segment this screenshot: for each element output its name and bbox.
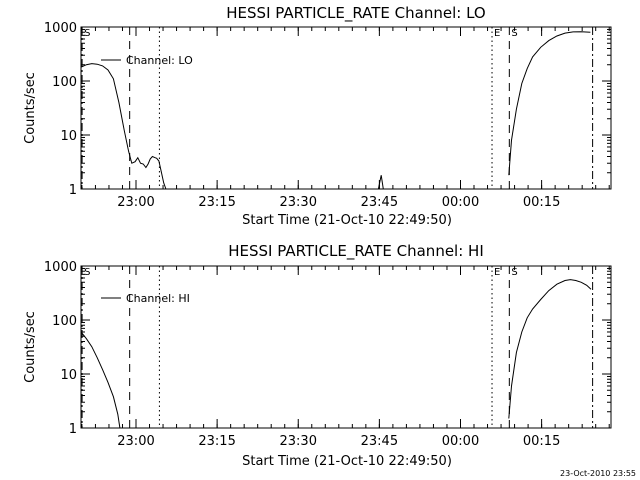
lo-rate-series-line <box>508 31 591 176</box>
lo-marker-label: E <box>494 28 500 39</box>
hi-x-tick-label: 23:30 <box>280 434 317 449</box>
hi-x-tick-label: 23:45 <box>361 434 398 449</box>
hi-y-tick-label: 100 <box>52 314 77 329</box>
lo-rate-series-line <box>377 175 384 190</box>
lo-x-tick-label: 23:45 <box>361 195 398 210</box>
lo-x-tick-label: 00:15 <box>523 195 560 210</box>
lo-channel-panel: HESSI PARTICLE_RATE Channel: LO Counts/s… <box>23 4 612 228</box>
hi-y-tick-label: 1000 <box>44 260 77 275</box>
lo-legend: Channel: LO <box>101 54 193 67</box>
hi-legend-label: Channel: HI <box>126 292 190 305</box>
hi-y-tick-label: 1 <box>69 422 77 437</box>
hi-x-tick-label: 23:15 <box>198 434 235 449</box>
lo-x-axis-label: Start Time (21-Oct-10 22:49:50) <box>242 213 452 228</box>
lo-legend-label: Channel: LO <box>126 54 193 67</box>
hi-marker-label: S <box>511 267 517 278</box>
hi-x-axis-label: Start Time (21-Oct-10 22:49:50) <box>242 454 452 469</box>
hi-x-tick-label: 23:00 <box>117 434 154 449</box>
lo-rate-series-line <box>80 63 167 190</box>
lo-y-tick-label: 10 <box>60 129 77 144</box>
footer-timestamp: 23-Oct-2010 23:55 <box>560 469 636 478</box>
hi-x-tick-label: 00:00 <box>442 434 479 449</box>
hi-marker-label: S <box>84 267 90 278</box>
hi-legend: Channel: HI <box>101 292 190 305</box>
hi-y-tick-label: 10 <box>60 368 77 383</box>
hi-x-tick-label: 00:15 <box>523 434 560 449</box>
lo-plot-frame <box>80 26 612 190</box>
hi-rate-series-line <box>80 331 121 429</box>
lo-y-tick-label: 100 <box>52 75 77 90</box>
hi-marker-label: E <box>494 267 500 278</box>
hi-rate-series-line <box>508 279 592 419</box>
lo-y-tick-label: 1000 <box>44 21 77 36</box>
lo-x-tick-label: 00:00 <box>442 195 479 210</box>
hi-chart-title: HESSI PARTICLE_RATE Channel: HI <box>228 242 484 261</box>
lo-y-axis-label: Counts/sec <box>23 72 38 144</box>
hi-y-axis-label: Counts/sec <box>23 311 38 383</box>
lo-marker-label: S <box>84 28 90 39</box>
lo-x-tick-label: 23:30 <box>280 195 317 210</box>
lo-x-tick-label: 23:00 <box>117 195 154 210</box>
hi-plot-frame <box>80 265 612 429</box>
lo-x-tick-label: 23:15 <box>198 195 235 210</box>
lo-chart-title: HESSI PARTICLE_RATE Channel: LO <box>226 4 485 23</box>
hi-channel-panel: HESSI PARTICLE_RATE Channel: HI Counts/s… <box>23 242 612 469</box>
lo-y-tick-label: 1 <box>69 183 77 198</box>
lo-marker-label: S <box>511 28 517 39</box>
